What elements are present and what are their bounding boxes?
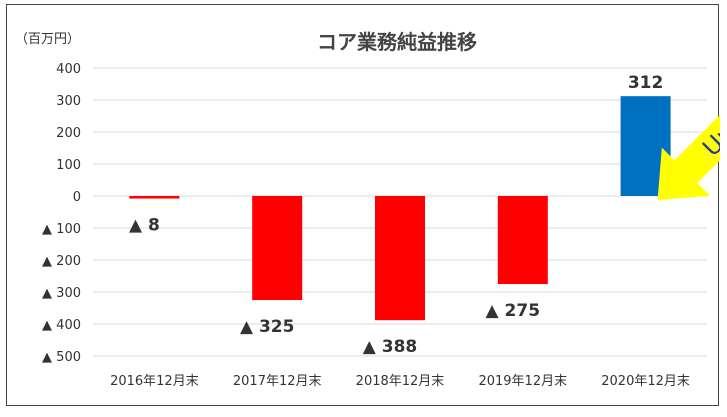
y-tick-label: ▲ 100 — [42, 222, 81, 237]
x-tick-label: 2019年12月末 — [478, 374, 567, 389]
data-label: ▲ 388 — [363, 337, 417, 357]
y-tick-label: 400 — [56, 62, 81, 77]
x-tick-label: 2017年12月末 — [233, 374, 322, 389]
bar — [252, 196, 303, 300]
chart-title: コア業務純益推移 — [317, 30, 477, 54]
up-arrow-shape — [657, 82, 720, 200]
bar-layer — [129, 96, 671, 321]
data-label: ▲ 275 — [486, 301, 540, 321]
y-tick-label: 100 — [56, 158, 81, 173]
data-label: 312 — [628, 73, 664, 93]
y-tick-label: 300 — [56, 94, 81, 109]
chart-frame: コア業務純益推移 （百万円） Up!! 400 300 200 100 0 ▲ 100 ▲ … — [6, 4, 720, 406]
label-layer: 400 300 200 100 0 ▲ 100 ▲ 200 ▲ 300 ▲ 400 ▲ 500 ▲ … — [42, 62, 690, 389]
unit-label: （百万円） — [15, 32, 80, 47]
y-tick-label: ▲ 400 — [42, 318, 81, 333]
y-tick-label: 200 — [56, 126, 81, 141]
y-tick-label: ▲ 200 — [42, 254, 81, 269]
data-label: ▲ 8 — [129, 216, 160, 236]
data-label: ▲ 325 — [240, 317, 294, 337]
y-tick-label: ▲ 300 — [42, 286, 81, 301]
x-tick-label: 2016年12月末 — [110, 374, 199, 389]
y-tick-label: ▲ 500 — [42, 350, 81, 365]
bar — [497, 196, 548, 284]
y-tick-label: 0 — [73, 190, 81, 205]
bar — [375, 196, 425, 321]
bar — [129, 196, 180, 199]
x-tick-label: 2020年12月末 — [601, 374, 690, 389]
x-tick-label: 2018年12月末 — [356, 374, 445, 389]
